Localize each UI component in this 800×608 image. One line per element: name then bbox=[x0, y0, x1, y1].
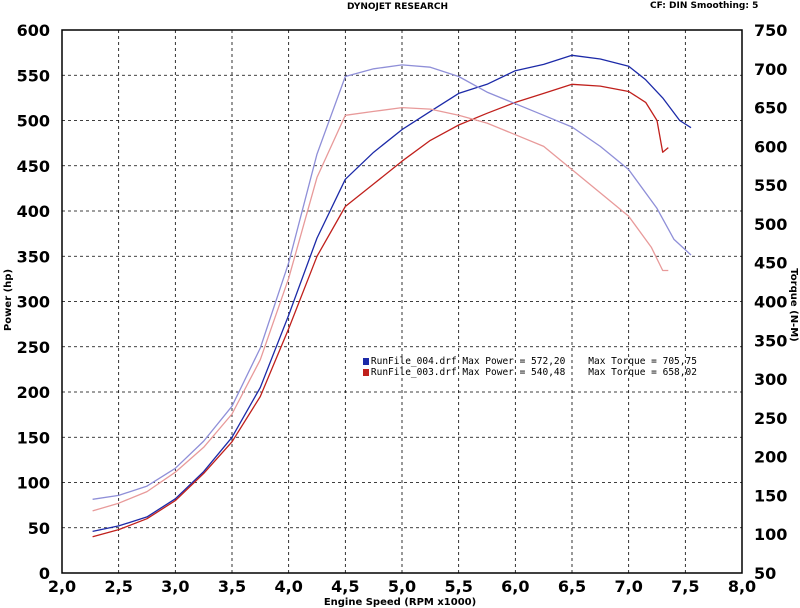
legend-entry-run003: RunFile_003.drf Max Power = 540,48 Max T… bbox=[340, 356, 697, 389]
y-tick-label-left: 100 bbox=[17, 474, 50, 493]
y-tick-label-left: 600 bbox=[17, 21, 50, 40]
y-tick-label-left: 0 bbox=[39, 564, 50, 583]
series-line-torque-runfile004drf bbox=[92, 64, 692, 500]
series-line-power-runfile003drf bbox=[92, 83, 669, 538]
axis-ticks: 2,0 2,5 3,0 3,5 4,0 4,5 5,0 5,5 6,0 6,5 7,0 7,5 8,0 0… bbox=[17, 21, 788, 596]
series-line-power-runfile004drf bbox=[92, 54, 692, 533]
y-tick-label-right: 500 bbox=[754, 215, 787, 234]
y-tick-label-left: 300 bbox=[17, 293, 50, 312]
y-tick-label-left: 350 bbox=[17, 247, 50, 266]
y-tick-label-left: 250 bbox=[17, 338, 50, 357]
x-tick-label: 5,5 bbox=[444, 577, 472, 596]
y-tick-label-left: 200 bbox=[17, 383, 50, 402]
y-tick-label-right: 200 bbox=[754, 448, 787, 467]
y-tick-label-left: 150 bbox=[17, 428, 50, 447]
chart-settings-text: CF: DIN Smoothing: 5 bbox=[650, 1, 759, 11]
y-tick-label-right: 350 bbox=[754, 331, 787, 350]
x-tick-label: 2,5 bbox=[104, 577, 132, 596]
y-tick-label-right: 100 bbox=[754, 525, 787, 544]
x-tick-label: 7,5 bbox=[671, 577, 699, 596]
x-tick-label: 3,5 bbox=[218, 577, 246, 596]
y-tick-label-right: 400 bbox=[754, 293, 787, 312]
y-tick-label-right: 450 bbox=[754, 254, 787, 273]
x-tick-label: 4,5 bbox=[331, 577, 359, 596]
y-axis-label-left: Power (hp) bbox=[3, 269, 14, 331]
y-tick-label-left: 50 bbox=[28, 519, 50, 538]
y-tick-label-right: 700 bbox=[754, 60, 787, 79]
legend-torque-run003: Max Torque = 658,02 bbox=[588, 367, 697, 378]
x-tick-label: 8,0 bbox=[728, 577, 756, 596]
grid-lines bbox=[62, 30, 742, 573]
x-tick-label: 4,0 bbox=[274, 577, 302, 596]
chart-header-title: DYNOJET RESEARCH bbox=[347, 2, 449, 12]
y-tick-label-right: 150 bbox=[754, 486, 787, 505]
x-tick-label: 2,0 bbox=[48, 577, 76, 596]
legend-swatch-run004 bbox=[362, 358, 369, 365]
y-tick-label-left: 400 bbox=[17, 202, 50, 221]
legend-file-run003: RunFile_003.drf bbox=[370, 367, 457, 378]
legend-torque-run004: Max Torque = 705,75 bbox=[588, 356, 697, 367]
y-tick-label-right: 550 bbox=[754, 176, 787, 195]
y-tick-label-right: 600 bbox=[754, 137, 787, 156]
y-tick-label-left: 500 bbox=[17, 112, 50, 131]
legend-entry-run004: RunFile_004.drf Max Power = 572,20 Max T… bbox=[340, 345, 697, 378]
x-axis-label: Engine Speed (RPM x1000) bbox=[324, 597, 476, 608]
y-tick-label-right: 300 bbox=[754, 370, 787, 389]
legend-swatch-run003 bbox=[362, 369, 369, 376]
y-tick-label-left: 550 bbox=[17, 66, 50, 85]
x-tick-label: 5,0 bbox=[388, 577, 416, 596]
legend-power-run004: Max Power = 572,20 bbox=[462, 356, 566, 367]
x-tick-label: 6,5 bbox=[558, 577, 586, 596]
x-tick-label: 3,0 bbox=[161, 577, 189, 596]
y-tick-label-right: 250 bbox=[754, 409, 787, 428]
x-tick-label: 7,0 bbox=[614, 577, 642, 596]
plot-frame bbox=[61, 29, 743, 574]
y-tick-label-right: 750 bbox=[754, 21, 787, 40]
y-tick-label-right: 650 bbox=[754, 99, 787, 118]
legend-file-run004: RunFile_004.drf bbox=[370, 356, 457, 367]
legend-power-run003: Max Power = 540,48 bbox=[462, 367, 566, 378]
series-layer bbox=[92, 54, 692, 538]
x-tick-label: 6,0 bbox=[501, 577, 529, 596]
series-line-torque-runfile003drf bbox=[92, 106, 669, 512]
y-tick-label-left: 450 bbox=[17, 157, 50, 176]
y-axis-label-right: Torque (N-M) bbox=[788, 268, 799, 341]
y-tick-label-right: 50 bbox=[754, 564, 776, 583]
